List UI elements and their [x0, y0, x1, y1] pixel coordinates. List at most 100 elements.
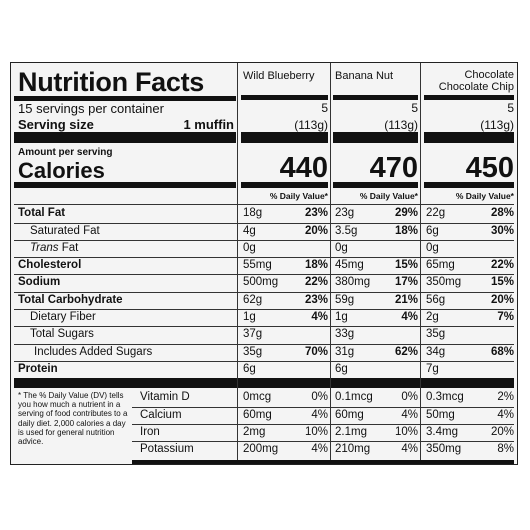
product-calories: 450 [465, 151, 514, 184]
amount-per-serving: Amount per serving [18, 147, 113, 158]
nutrient-daily-value: 18% [394, 224, 418, 237]
nutrient-amount: 23g [335, 207, 355, 220]
vitamin-label: Iron [140, 425, 160, 438]
nutrient-daily-value: 20% [304, 224, 328, 237]
rule-bar [14, 182, 236, 188]
vitamin-amount: 210mg [335, 443, 371, 456]
serving-size-label: Serving size [18, 116, 94, 132]
nutrient-label: Total Sugars [30, 328, 94, 341]
vitamin-amount: 0.1mcg [335, 391, 373, 404]
rule-bar [333, 182, 418, 188]
nutrient-label-italic: Trans [30, 241, 59, 254]
rule-line [14, 274, 514, 276]
vitamin-label: Calcium [140, 408, 182, 421]
nutrient-amount: 380mg [335, 276, 371, 289]
rule-bar [241, 182, 328, 188]
nutrient-amount: 0g [426, 241, 439, 254]
footnote: * The % Daily Value (DV) tells you how m… [18, 391, 128, 446]
nutrient-amount: 18g [243, 207, 263, 220]
nutrient-daily-value: 21% [394, 293, 418, 306]
nutrient-label: Sodium [18, 276, 61, 289]
vitamin-daily-value: 4% [497, 408, 514, 421]
nutrient-amount: 350mg [426, 276, 462, 289]
nutrient-daily-value: 15% [490, 276, 514, 289]
vitamin-amount: 50mg [426, 408, 455, 421]
vitamin-amount: 350mg [426, 443, 462, 456]
nutrient-daily-value: 22% [304, 276, 328, 289]
vitamin-amount: 60mg [243, 408, 272, 421]
vitamin-daily-value: 0% [311, 391, 328, 404]
nutrient-amount: 2g [426, 311, 439, 324]
nutrient-daily-value: 23% [304, 293, 328, 306]
nutrient-label: Total Fat [18, 207, 66, 220]
nutrient-daily-value: 15% [394, 259, 418, 272]
nutrient-amount: 65mg [426, 259, 455, 272]
rule-bar [424, 132, 514, 143]
nutrient-amount: 1g [243, 311, 256, 324]
nutrient-daily-value: 62% [394, 345, 418, 358]
nutrient-amount: 55mg [243, 259, 272, 272]
nutrient-daily-value: 29% [394, 207, 418, 220]
product-calories: 470 [369, 151, 418, 184]
nutrient-amount: 1g [335, 311, 348, 324]
vitamin-amount: 60mg [335, 408, 364, 421]
rule-line [132, 423, 514, 425]
nutrient-daily-value: 4% [311, 311, 328, 324]
rule-bar [132, 460, 514, 464]
nutrient-daily-value: 23% [304, 207, 328, 220]
daily-value-header: % Daily Value* [269, 190, 328, 201]
nutrient-amount: 56g [426, 293, 446, 306]
product-name: Banana Nut [335, 69, 394, 82]
vitamin-amount: 0mcg [243, 391, 272, 404]
rule-line [132, 441, 514, 443]
nutrient-amount: 34g [426, 345, 446, 358]
rule-line [14, 257, 514, 259]
nutrient-label: Saturated Fat [30, 224, 100, 237]
nutrient-amount: 6g [426, 224, 439, 237]
vitamin-daily-value: 4% [311, 408, 328, 421]
vitamin-amount: 2mg [243, 425, 266, 438]
nutrient-amount: 22g [426, 207, 446, 220]
nutrient-label: Total Carbohydrate [18, 293, 123, 306]
product-calories: 440 [279, 151, 328, 184]
nutrient-label-text: Fat [61, 241, 79, 254]
nutrient-daily-value: 18% [304, 259, 328, 272]
vitamin-daily-value: 4% [401, 408, 418, 421]
product-servings: 5 [321, 101, 328, 115]
nutrient-label: Cholesterol [18, 259, 82, 272]
nutrient-amount: 0g [243, 241, 256, 254]
product-serving-size: (113g) [294, 118, 328, 132]
nutrient-amount: 35g [243, 345, 263, 358]
vitamin-daily-value: 2% [497, 391, 514, 404]
rule-bar [241, 132, 328, 143]
product-servings: 5 [507, 101, 514, 115]
rule-line [14, 360, 514, 362]
vitamin-daily-value: 4% [311, 443, 328, 456]
nutrient-amount: 31g [335, 345, 355, 358]
nutrient-daily-value: 17% [394, 276, 418, 289]
nutrient-label: Trans Fat [30, 241, 79, 255]
rule-line [14, 222, 514, 224]
vitamin-daily-value: 20% [490, 425, 514, 438]
vitamin-daily-value: 10% [304, 425, 328, 438]
product-name: Chocolate Chocolate Chip [438, 69, 514, 93]
label-panel [10, 62, 518, 465]
vitamin-label: Vitamin D [140, 391, 190, 404]
nutrient-daily-value: 68% [490, 345, 514, 358]
nutrient-label: Includes Added Sugars [34, 345, 153, 358]
nutrient-daily-value: 20% [490, 293, 514, 306]
nutrient-amount: 33g [335, 328, 355, 341]
nutrient-daily-value: 22% [490, 259, 514, 272]
rule-bar [424, 182, 514, 188]
rule-line [14, 239, 514, 241]
nutrient-amount: 6g [243, 362, 256, 375]
vitamin-amount: 2.1mg [335, 425, 367, 438]
nutrient-amount: 0g [335, 241, 348, 254]
rule-bar [241, 95, 328, 100]
product-name: Wild Blueberry [243, 69, 315, 82]
nutrient-amount: 3.5g [335, 224, 358, 237]
vitamin-amount: 0.3mcg [426, 391, 464, 404]
nutrient-daily-value: 7% [497, 311, 514, 324]
nutrient-amount: 59g [335, 293, 355, 306]
nutrient-amount: 7g [426, 362, 439, 375]
